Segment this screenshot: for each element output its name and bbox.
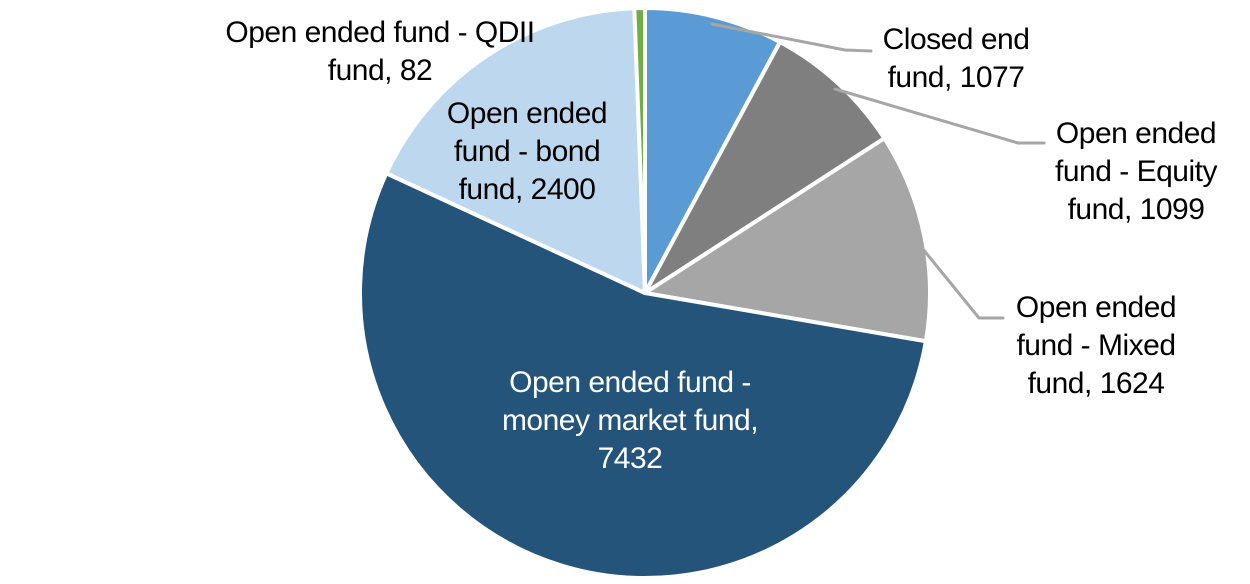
slice-label-line: money market fund, xyxy=(501,404,759,437)
slice-label-line: fund, 1099 xyxy=(1067,193,1205,226)
slice-label-open-ended-fund-equity-fund: Open ended fund - Equity fund, 1099 xyxy=(1055,115,1217,229)
leader-line-closed-end-fund xyxy=(710,22,873,53)
slice-label-line: Open ended xyxy=(1015,291,1177,324)
slice-label-line: Open ended fund - xyxy=(509,366,751,399)
pie-slice-open-ended-fund-equity-fund xyxy=(643,40,887,295)
slice-label-line: Open ended xyxy=(1055,117,1217,150)
leader-line-open-ended-fund-equity-fund xyxy=(833,87,1046,145)
slice-label-closed-end-fund: Closed end fund, 1077 xyxy=(883,21,1030,97)
slice-label-line: fund, 1077 xyxy=(887,61,1025,94)
slice-label-line: Closed end xyxy=(882,23,1030,56)
slice-label-open-ended-fund-money-market-fund: Open ended fund - money market fund, 7432 xyxy=(501,364,759,478)
leader-line-open-ended-fund-mixed-fund xyxy=(916,241,1005,320)
slice-label-line: fund, 1624 xyxy=(1027,367,1165,400)
slice-label-open-ended-fund-qdii-fund: Open ended fund - QDII fund, 82 xyxy=(225,14,535,90)
slice-label-open-ended-fund-mixed-fund: Open ended fund - Mixed fund, 1624 xyxy=(1015,289,1177,403)
pie-slice-open-ended-fund-money-market-fund xyxy=(358,171,928,580)
slice-label-line: fund, 2400 xyxy=(458,173,596,206)
slice-label-open-ended-fund-bond-fund: Open ended fund - bond fund, 2400 xyxy=(446,95,608,209)
slice-label-line: fund - Equity xyxy=(1055,155,1217,188)
slice-label-line: fund, 82 xyxy=(327,54,433,87)
pie-slice-open-ended-fund-mixed-fund xyxy=(643,136,932,344)
pie-slice-open-ended-fund-qdii-fund xyxy=(632,5,647,295)
slice-label-line: Open ended xyxy=(446,97,608,130)
pie-slice-closed-end-fund xyxy=(643,6,782,295)
slice-label-line: fund - bond xyxy=(453,135,601,168)
slice-label-line: 7432 xyxy=(597,442,663,475)
slice-label-line: Open ended fund - QDII xyxy=(225,16,535,49)
slice-label-line: fund - Mixed xyxy=(1016,329,1176,362)
pie-slice-open-ended-fund-bond-fund xyxy=(384,6,647,295)
